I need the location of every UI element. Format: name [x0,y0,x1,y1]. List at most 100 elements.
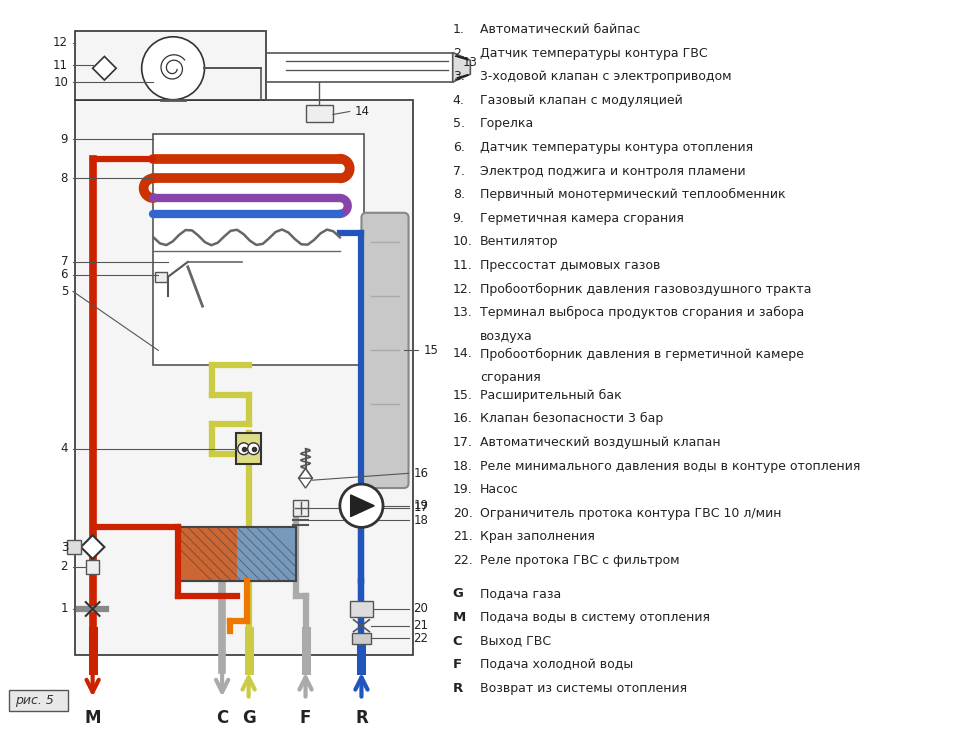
Text: R: R [453,682,463,694]
Text: 13: 13 [462,56,478,69]
Text: Автоматический байпас: Автоматический байпас [480,23,641,36]
Circle shape [142,37,204,99]
Text: 16: 16 [413,467,429,480]
Bar [178,527,237,581]
Text: C: C [453,635,462,648]
Bar [67,540,81,554]
Text: 9: 9 [60,132,68,145]
Text: рис. 5: рис. 5 [15,694,54,707]
Text: 8: 8 [60,172,68,185]
Bar [178,527,295,581]
Text: M: M [84,709,101,727]
Bar [352,632,371,645]
Text: F: F [300,709,312,727]
Text: Герметичная камера сгорания: Герметичная камера сгорания [480,212,684,225]
Text: Датчик температуры контура отопления: Датчик температуры контура отопления [480,141,753,154]
Text: Клапан безопасности 3 бар: Клапан безопасности 3 бар [480,412,664,425]
Bar [237,527,295,581]
FancyBboxPatch shape [362,213,409,488]
Circle shape [339,484,383,527]
Text: Первичный монотермический теплообменник: Первичный монотермический теплообменник [480,188,785,201]
Text: Горелка: Горелка [480,118,534,130]
Circle shape [247,443,260,455]
Text: 7: 7 [60,255,68,268]
Polygon shape [298,469,313,488]
Text: 19.: 19. [453,483,473,496]
Text: воздуха: воздуха [480,330,533,343]
Text: 15: 15 [423,344,438,357]
Text: 22: 22 [413,632,429,645]
Bar [10,689,68,711]
Text: Газовый клапан с модуляцией: Газовый клапан с модуляцией [480,94,683,107]
Text: Подача воды в систему отопления: Подача воды в систему отопления [480,611,711,624]
Text: R: R [355,709,368,727]
Text: Прессостат дымовых газов: Прессостат дымовых газов [480,259,661,272]
Text: 10.: 10. [453,235,473,249]
Text: Кран заполнения: Кран заполнения [480,530,595,543]
Text: Подача газа: Подача газа [480,587,561,600]
Text: F: F [453,658,462,671]
Text: 6.: 6. [453,141,464,154]
Bar [178,527,295,581]
Text: 14: 14 [355,105,369,118]
Text: 18: 18 [413,514,429,527]
Text: 19: 19 [413,499,429,512]
Text: Терминал выброса продуктов сгорания и забора: Терминал выброса продуктов сгорания и за… [480,306,805,319]
Text: 14.: 14. [453,347,473,360]
Bar [350,601,373,617]
Text: 4: 4 [60,442,68,455]
Text: Реле протока ГВС с фильтром: Реле протока ГВС с фильтром [480,554,680,567]
Bar [75,31,267,99]
Text: 7.: 7. [453,164,465,178]
Bar [236,433,262,464]
Text: 3: 3 [60,540,68,553]
Text: M: M [453,611,466,624]
Text: 8.: 8. [453,188,465,201]
Bar [75,99,413,655]
Text: 5.: 5. [453,118,465,130]
Text: 4.: 4. [453,94,464,107]
Polygon shape [351,495,374,517]
Text: Возврат из системы отопления: Возврат из системы отопления [480,682,688,694]
Text: 22.: 22. [453,554,473,567]
Text: 5: 5 [60,285,68,298]
Text: 9.: 9. [453,212,464,225]
Bar [292,500,309,515]
Text: 20.: 20. [453,507,473,520]
Text: 11: 11 [53,58,68,72]
Text: Электрод поджига и контроля пламени: Электрод поджига и контроля пламени [480,164,746,178]
Text: 13.: 13. [453,306,473,319]
Text: 21.: 21. [453,530,473,543]
Text: G: G [453,587,463,600]
Polygon shape [81,535,105,558]
Text: Вентилятор: Вентилятор [480,235,559,249]
Text: Пробоотборник давления газовоздушного тракта: Пробоотборник давления газовоздушного тр… [480,283,811,295]
Text: 2.: 2. [453,47,464,60]
Text: 17.: 17. [453,436,473,449]
Text: Подача холодной воды: Подача холодной воды [480,658,633,671]
Text: Пробоотборник давления в герметичной камере: Пробоотборник давления в герметичной кам… [480,347,804,360]
Text: C: C [216,709,228,727]
Text: 11.: 11. [453,259,473,272]
Bar [85,560,100,574]
Circle shape [238,443,249,455]
Bar [153,134,364,366]
Text: Реле минимального давления воды в контуре отопления: Реле минимального давления воды в контур… [480,460,860,472]
Text: 12: 12 [53,36,68,49]
Text: 1: 1 [60,602,68,616]
Text: Автоматический воздушный клапан: Автоматический воздушный клапан [480,436,721,449]
Bar [306,105,333,122]
Text: 16.: 16. [453,412,473,425]
Text: 6: 6 [60,268,68,281]
Polygon shape [93,56,116,80]
Text: Насос: Насос [480,483,519,496]
Text: Выход ГВС: Выход ГВС [480,635,551,648]
Text: 21: 21 [413,619,429,632]
Text: 2: 2 [60,560,68,573]
Text: 3-ходовой клапан с электроприводом: 3-ходовой клапан с электроприводом [480,70,732,83]
Text: 20: 20 [413,602,429,616]
Text: 18.: 18. [453,460,473,472]
Text: 1.: 1. [453,23,464,36]
Text: 12.: 12. [453,283,473,295]
Bar [155,272,167,281]
